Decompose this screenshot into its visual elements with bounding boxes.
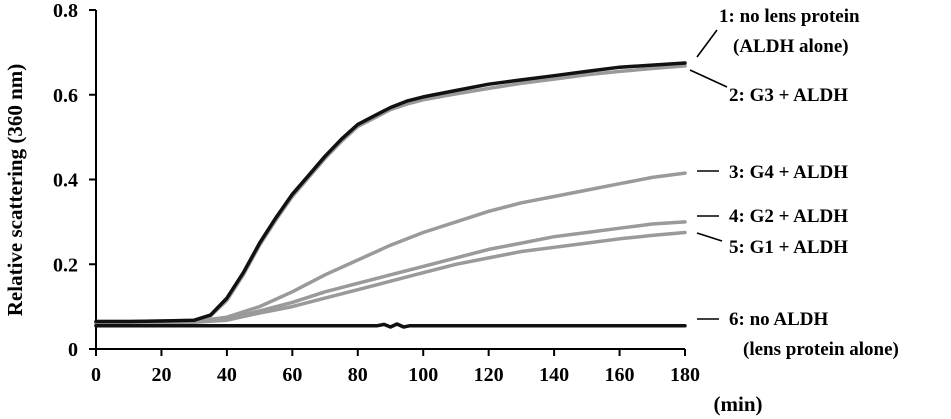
series-leader-line-5 — [696, 232, 723, 242]
series-label-6: (lens protein alone) — [743, 339, 899, 360]
series-line-6 — [94, 322, 687, 329]
x-tick-label: 120 — [474, 364, 504, 386]
x-tick-label: 60 — [282, 364, 302, 386]
y-tick-label: 0.8 — [53, 0, 78, 22]
series-line-4 — [94, 220, 687, 326]
series-label-1: 1: no lens protein — [719, 6, 860, 27]
y-tick-label: 0.4 — [53, 170, 78, 192]
series-label-1: (ALDH alone) — [733, 36, 849, 57]
series-labels: 1: no lens protein (ALDH alone) 2: G3 + AL… — [689, 6, 899, 360]
x-tick-label: 40 — [217, 364, 237, 386]
y-tick-label: 0.6 — [53, 85, 78, 107]
y-tick-label: 0 — [68, 339, 78, 361]
x-axis-title: (min) — [714, 392, 763, 416]
x-tick-label: 160 — [605, 364, 635, 386]
x-tick-label: 20 — [151, 364, 171, 386]
series-label-4: 4: G2 + ALDH — [729, 206, 848, 227]
series-line-5 — [94, 230, 687, 326]
axes: 0 0.2 0.4 0.6 0.8 0 20 40 60 80 100 120 140 160 180 — [53, 0, 700, 386]
series-label-5: 5: G1 + ALDH — [729, 237, 848, 258]
x-tick-label: 140 — [539, 364, 569, 386]
series-label-2: 2: G3 + ALDH — [729, 85, 848, 106]
series-layer — [94, 61, 687, 329]
x-tick-label: 0 — [91, 364, 101, 386]
series-line-1 — [94, 61, 687, 324]
y-tick-label: 0.2 — [53, 254, 78, 276]
series-label-6: 6: no ALDH — [729, 309, 828, 330]
y-axis-title: Relative scattering (360 nm) — [3, 64, 27, 317]
series-line-3 — [94, 171, 687, 326]
x-tick-label: 180 — [670, 364, 700, 386]
series-leader-line-2 — [689, 69, 728, 88]
x-tick-label: 100 — [408, 364, 438, 386]
series-line-2 — [94, 64, 687, 324]
x-tick-label: 80 — [348, 364, 368, 386]
series-leader-line-1 — [696, 29, 718, 58]
series-label-3: 3: G4 + ALDH — [729, 162, 848, 183]
